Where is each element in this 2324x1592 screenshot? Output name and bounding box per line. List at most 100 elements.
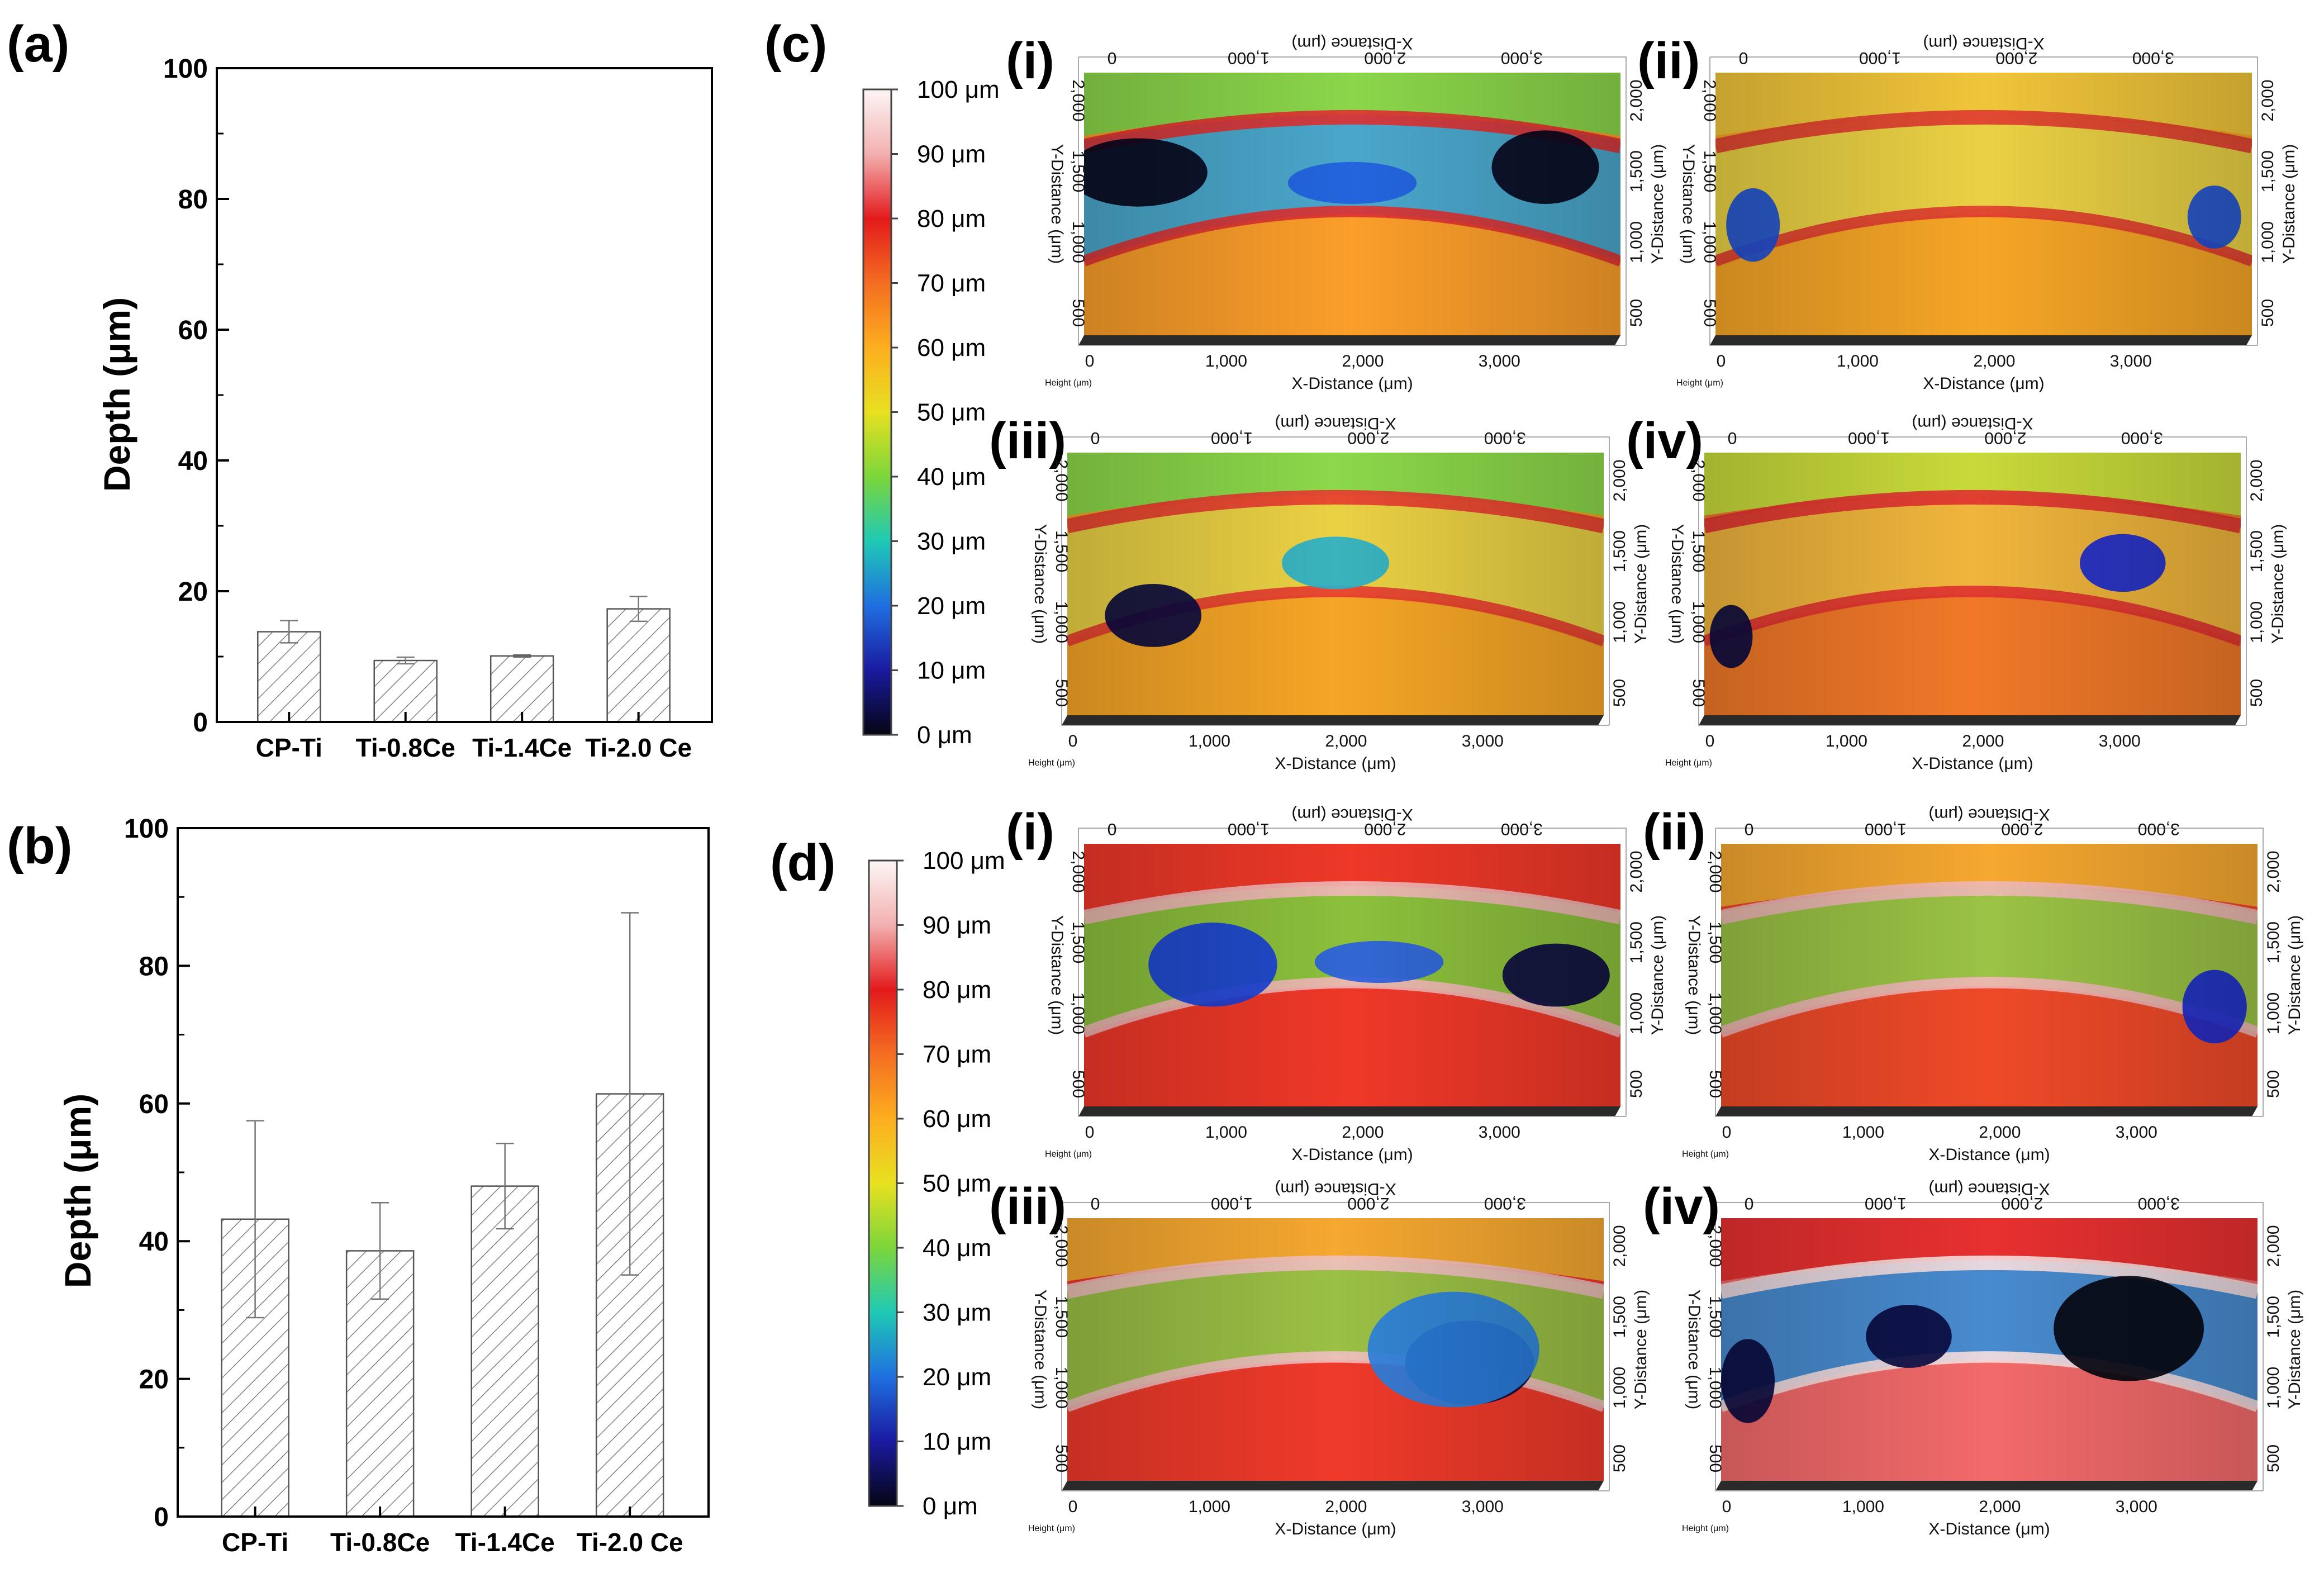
surface-d-i	[1084, 844, 1620, 1106]
height-map-c-iv: (iv) 0 0 1,000 1,000 2,000 2,000 3,000 3,000 X-Di…	[1626, 412, 2287, 773]
y-tick-left-d-i-1: 1,000	[1069, 992, 1087, 1034]
x-tick-top-d-iii-3: 3,000	[1484, 1194, 1526, 1213]
colorbar-c-label-8: 20 μm	[917, 592, 986, 620]
x-axis-title-top-d-iii: X-Distance (μm)	[1275, 1180, 1396, 1198]
surface-shade-c-iii	[1067, 453, 1604, 715]
base-slab-c-iii	[1062, 715, 1604, 725]
bar-a-3	[606, 608, 671, 723]
height-map-d-iv: (iv) 0 0 1,000 1,000 2,000 2,000 3,000 3,000 X-Di…	[1643, 1178, 2304, 1538]
x-tick-top-c-iv-0: 0	[1728, 429, 1737, 447]
base-slab-d-iii	[1062, 1481, 1604, 1491]
surface-shade-d-iv	[1721, 1218, 2258, 1481]
y-tick-right-d-iii-0: 500	[1610, 1444, 1629, 1472]
bar-chart-b: (b) Depth (μm) 0 20 40 60 80 100 CP-Ti Ti-0.8C…	[7, 814, 710, 1557]
y-axis-title-left-c-iii: Y-Distance (μm)	[1031, 524, 1049, 644]
colorbar-c-label-9: 10 μm	[917, 657, 986, 685]
colorbar-d-label-2: 80 μm	[923, 976, 991, 1004]
y-tick-label-a-4: 80	[178, 185, 208, 215]
colorbar-d-label-4: 60 μm	[923, 1105, 991, 1133]
x-tick-top-c-iii-1: 1,000	[1211, 429, 1253, 447]
y-tick-left-d-iii-2: 1,500	[1052, 1296, 1071, 1338]
x-tick-bottom-d-iv-3: 3,000	[2116, 1498, 2157, 1516]
y-tick-label-b-4: 80	[139, 952, 169, 981]
category-label-b-3: Ti-2.0 Ce	[577, 1528, 683, 1557]
surface-d-iii	[1067, 1218, 1604, 1481]
y-tick-right-d-ii-3: 2,000	[2264, 850, 2283, 892]
x-tick-top-d-i-3: 3,000	[1501, 820, 1543, 838]
height-map-c-iii: (iii) 0 0 1,000 1,000 2,000 2,000 3,000 3,000 X-D…	[989, 412, 1650, 773]
surface-shade-c-iv	[1704, 453, 2241, 715]
y-tick-right-c-ii-0: 500	[2259, 299, 2277, 327]
y-tick-labels-a: 0 20 40 60 80 100	[163, 54, 208, 738]
y-tick-left-c-iii-0: 500	[1052, 679, 1071, 707]
y-tick-left-d-i-2: 1,500	[1069, 921, 1087, 963]
x-tick-bottom-d-iii-0: 0	[1068, 1498, 1078, 1516]
x-tick-bottom-d-i-1: 1,000	[1205, 1123, 1247, 1142]
y-tick-right-d-iv-0: 500	[2264, 1444, 2283, 1472]
x-tick-bottom-d-iii-1: 1,000	[1189, 1498, 1230, 1516]
y-tick-left-d-i-3: 2,000	[1069, 850, 1087, 892]
category-label-b-2: Ti-1.4Ce	[455, 1528, 555, 1557]
colorbar-c-label-7: 30 μm	[917, 528, 986, 555]
colorbar-c-labels: 100 μm 90 μm 80 μm 70 μm 60 μm 50 μm 40 μm 30 μ…	[891, 76, 1000, 749]
bounding-box-d-iv	[1715, 1202, 2264, 1491]
y-tick-left-c-iii-3: 2,000	[1052, 459, 1071, 501]
error-bars-a	[280, 596, 648, 665]
x-tick-top-c-iii-3: 3,000	[1484, 429, 1526, 447]
y-tick-left-d-iv-2: 1,500	[1706, 1296, 1724, 1338]
x-tick-top-c-iii-2: 2,000	[1347, 429, 1389, 447]
map-label-c-i: (i)	[1006, 32, 1054, 89]
x-tick-top-d-ii-0: 0	[1745, 820, 1754, 838]
y-tick-left-d-ii-3: 2,000	[1706, 850, 1724, 892]
x-tick-top-d-iv-2: 2,000	[2001, 1194, 2043, 1213]
y-tick-left-d-iii-1: 1,000	[1052, 1367, 1071, 1409]
y-tick-right-d-i-2: 1,500	[1627, 921, 1646, 963]
bounding-box-c-iv	[1698, 436, 2247, 726]
y-tick-right-d-iii-1: 1,000	[1610, 1367, 1629, 1409]
y-tick-right-d-iii-2: 1,500	[1610, 1296, 1629, 1338]
y-tick-left-d-iv-3: 2,000	[1706, 1225, 1724, 1267]
y-tick-right-d-i-0: 500	[1627, 1070, 1646, 1098]
category-label-a-3: Ti-2.0 Ce	[585, 733, 692, 762]
surface-shade-c-i	[1084, 73, 1620, 335]
x-tick-top-c-iii-0: 0	[1091, 429, 1100, 447]
y-tick-left-c-iv-0: 500	[1689, 679, 1708, 707]
x-tick-top-c-ii-0: 0	[1739, 49, 1748, 67]
y-tick-left-d-iii-3: 2,000	[1052, 1225, 1071, 1267]
bar-a-0	[257, 631, 321, 723]
x-tick-bottom-c-ii-3: 3,000	[2110, 352, 2152, 370]
y-tick-right-d-iii-3: 2,000	[1610, 1225, 1629, 1267]
y-tick-left-d-iv-0: 500	[1706, 1444, 1724, 1472]
surface-c-iv	[1704, 453, 2241, 715]
x-axis-title-top-d-ii: X-Distance (μm)	[1928, 805, 2050, 824]
surface-shade-c-ii	[1715, 73, 2252, 335]
x-tick-bottom-c-i-3: 3,000	[1479, 352, 1520, 370]
y-axis-title-left-d-ii: Y-Distance (μm)	[1685, 915, 1703, 1035]
y-tick-left-c-ii-1: 1,000	[1700, 221, 1719, 263]
x-tick-top-d-ii-2: 2,000	[2001, 820, 2043, 838]
base-slab-c-iv	[1699, 715, 2241, 725]
y-tick-right-c-iii-0: 500	[1610, 679, 1629, 707]
map-label-c-iii: (iii)	[989, 412, 1066, 469]
surface-shade-d-i	[1084, 844, 1620, 1106]
x-tick-top-d-ii-3: 3,000	[2138, 820, 2180, 838]
y-tick-right-d-ii-2: 1,500	[2264, 921, 2283, 963]
y-tick-left-c-iii-1: 1,000	[1052, 601, 1071, 643]
x-axis-title-top-c-iii: X-Distance (μm)	[1275, 414, 1396, 433]
colorbar-d-bar	[868, 859, 898, 1507]
bounding-box-d-i	[1078, 828, 1627, 1117]
x-tick-top-c-ii-3: 3,000	[2132, 49, 2174, 67]
colorbar-d: 100 μm 90 μm 80 μm 70 μm 60 μm 50 μm 40 μm 30 μ…	[868, 847, 1005, 1520]
y-tick-left-c-i-2: 1,500	[1069, 150, 1087, 192]
height-axis-title-d-iv: Height (μm)	[1682, 1524, 1729, 1533]
base-slab-d-iv	[1715, 1481, 2258, 1491]
x-tick-bottom-c-ii-0: 0	[1717, 352, 1726, 370]
colorbar-d-label-8: 20 μm	[923, 1363, 991, 1391]
x-tick-top-d-i-2: 2,000	[1364, 820, 1406, 838]
y-axis-title-right-d-iv: Y-Distance (μm)	[2285, 1290, 2304, 1410]
height-map-d-i: (i) 0 0 1,000 1,000 2,000 2,000 3,000 3,000 X-Dis…	[1006, 804, 1667, 1164]
colorbar-c-label-10: 0 μm	[917, 721, 972, 749]
y-tick-left-c-iv-3: 2,000	[1689, 459, 1708, 501]
y-tick-labels-b: 0 20 40 60 80 100	[124, 814, 169, 1532]
